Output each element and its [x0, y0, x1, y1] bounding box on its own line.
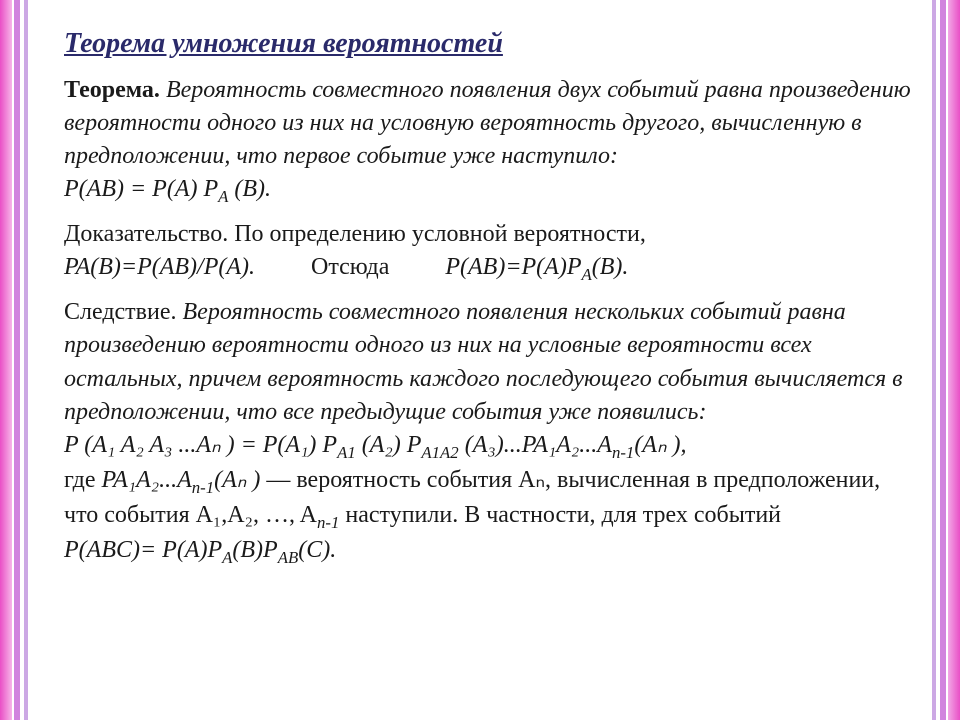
- border-bar: [932, 0, 936, 720]
- corollary-gen-lhs: P (A₁ A₂ A₃ ...Aₙ ) = P(A₁) P: [64, 432, 337, 458]
- corollary-where-expr-pre: PA₁A₂...A: [102, 467, 192, 493]
- slide: Теорема умножения вероятностей Теорема. …: [0, 0, 960, 720]
- corollary-where-tail-sub: n-1: [317, 513, 339, 532]
- corollary-triple-pre: P(ABC)= P(A)P: [64, 537, 222, 563]
- proof-line2b-pre: P(AB)=P(A)P: [445, 254, 581, 280]
- border-bar: [940, 0, 946, 720]
- corollary-gen-mid2: (A₃)...PA₁A₂...A: [459, 432, 612, 458]
- proof-line2a: PA(B)=P(AB)/P(A).: [64, 254, 255, 280]
- theorem-formula-sub: A: [218, 187, 228, 206]
- corollary-where-tail2: наступили. В частности, для трех событий: [339, 502, 781, 528]
- border-bar: [948, 0, 960, 720]
- corollary-triple-sub1: A: [222, 548, 232, 567]
- proof-label: Доказательство.: [64, 221, 228, 247]
- corollary-gen-rhs: (Aₙ ),: [634, 432, 686, 458]
- corollary-triple-mid: (B)P: [232, 537, 277, 563]
- theorem-formula-prefix: P(AB) = P(A) P: [64, 176, 218, 202]
- proof-line2b-sub: A: [581, 265, 591, 284]
- corollary-where-expr-post: (Aₙ ): [214, 467, 260, 493]
- corollary-where-expr-sub: n-1: [192, 478, 214, 497]
- theorem-formula-suffix: (B).: [228, 176, 271, 202]
- corollary-gen-sub3: n-1: [612, 443, 634, 462]
- corollary-triple-post: (C).: [298, 537, 336, 563]
- theorem-label: Теорема.: [64, 77, 160, 103]
- corollary-gen-sub1: A1: [337, 443, 356, 462]
- corollary-block: Следствие. Вероятность совместного появл…: [64, 296, 912, 568]
- corollary-triple-sub2: AB: [278, 548, 299, 567]
- proof-block: Доказательство. По определению условной …: [64, 218, 912, 286]
- corollary-gen-sub2: A1A2: [421, 443, 458, 462]
- proof-line2b-post: (B).: [592, 254, 629, 280]
- proof-hence: Отсюда: [311, 254, 389, 280]
- border-bar: [14, 0, 20, 720]
- theorem-block: Теорема. Вероятность совместного появлен…: [64, 74, 912, 208]
- proof-text1: По определению условной вероятности,: [234, 221, 646, 247]
- border-bar: [0, 0, 12, 720]
- corollary-where: где: [64, 467, 96, 493]
- theorem-statement: Вероятность совместного появления двух с…: [64, 77, 911, 169]
- corollary-gen-mid1: (A₂) P: [356, 432, 422, 458]
- corollary-label: Следствие.: [64, 299, 177, 325]
- corollary-statement: Вероятность совместного появления нескол…: [64, 299, 903, 424]
- slide-title: Теорема умножения вероятностей: [64, 28, 912, 60]
- border-bar: [24, 0, 28, 720]
